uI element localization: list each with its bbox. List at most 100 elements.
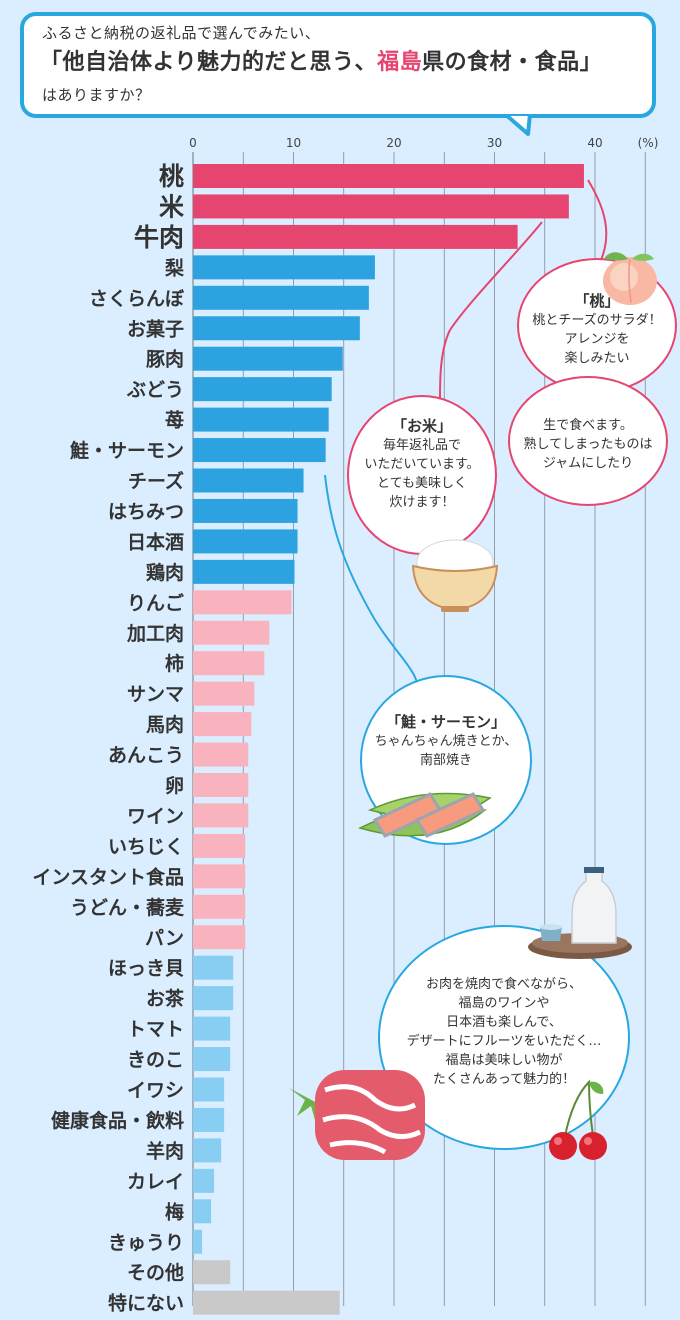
meat-illustration: [289, 1070, 425, 1160]
category-label: 梨: [164, 256, 185, 279]
bar: [193, 255, 375, 280]
category-label: りんご: [127, 591, 184, 614]
bar: [193, 712, 252, 737]
bar: [193, 1107, 225, 1132]
x-tick-label: 40: [587, 136, 602, 150]
salmon-illustration: [357, 792, 492, 838]
comment-sake: 「鮭・サーモン」 ちゃんちゃん焼きとか、 南部焼き: [360, 675, 532, 845]
category-label: カレイ: [127, 1171, 184, 1193]
category-label: 鶏肉: [146, 561, 184, 584]
category-label: チーズ: [128, 470, 184, 493]
comment-sake-title: 「鮭・サーモン」: [385, 713, 506, 731]
category-label: ワイン: [127, 805, 184, 827]
category-label: ぶどう: [126, 379, 184, 401]
comment-momo-2: 生で食べます。 熟してしまったものは ジャムにしたり: [508, 376, 668, 506]
comment-overall-line-6: たくさんあって魅力的！: [432, 1072, 576, 1087]
category-label: インスタント食品: [32, 865, 184, 888]
cherry-illustration: [549, 1079, 607, 1160]
bar: [193, 1016, 231, 1041]
category-label: お茶: [146, 987, 185, 1010]
comment-momo-line-1: 桃とチーズのサラダ！: [532, 313, 662, 328]
bar: [193, 1260, 231, 1285]
category-label: イワシ: [127, 1080, 184, 1102]
bar: [193, 1229, 203, 1254]
bar: [193, 773, 249, 797]
bar: [193, 742, 249, 767]
unit-label: (%): [638, 136, 659, 150]
category-label: ほっき貝: [108, 958, 184, 980]
bar: [193, 164, 584, 188]
bar: [193, 955, 234, 980]
bar: [193, 285, 369, 310]
question-line-2: 「他自治体より魅力的だと思う、福島県の食材・食品」: [40, 44, 602, 76]
comment-okome: 「お米」 毎年返礼品で いただいています。 とても美味しく 炊けます！: [347, 395, 497, 555]
bar: [193, 864, 246, 889]
bar: [193, 559, 295, 584]
category-label: パン: [145, 927, 184, 949]
bar: [193, 346, 343, 371]
category-label: 柿: [165, 652, 184, 675]
comment-momo-line-2: アレンジを: [564, 332, 630, 347]
category-label: いちじく: [108, 836, 184, 858]
category-label: きのこ: [127, 1049, 184, 1071]
bar: [193, 1077, 225, 1102]
category-label: きゅうり: [108, 1232, 184, 1254]
category-label: 桃: [159, 162, 184, 191]
bar: [193, 1047, 231, 1072]
category-label: 豚肉: [146, 348, 184, 371]
bar: [193, 833, 246, 858]
category-label: 馬肉: [146, 713, 184, 736]
bar: [193, 498, 298, 523]
rice-bowl-illustration: [411, 539, 499, 612]
question-pre: 「他自治体より魅力的だと思う、: [40, 50, 378, 75]
bar: [193, 316, 360, 341]
bar: [193, 529, 298, 554]
comment-overall-line-1: お肉を焼肉で食べながら、: [425, 977, 582, 992]
category-label: 鮭・サーモン: [69, 439, 184, 462]
category-label: 牛肉: [134, 223, 184, 252]
category-label: その他: [127, 1261, 184, 1284]
comment-overall-line-3: 日本酒も楽しんで、: [446, 1015, 562, 1030]
bar: [193, 407, 329, 432]
category-label: 羊肉: [146, 1139, 184, 1162]
question-post: 県の食材・食品」: [422, 50, 603, 75]
comment-okome-line-4: 炊けます！: [389, 495, 455, 510]
question-bubble: [20, 12, 656, 118]
category-label: あんこう: [108, 745, 184, 767]
category-label: トマト: [127, 1019, 184, 1041]
comment-momo-line-3: 楽しみたい: [564, 351, 630, 366]
category-label: 加工肉: [126, 622, 184, 645]
comment-momo2-line-2: 熟してしまったものは: [523, 437, 653, 452]
comment-overall-line-5: 福島は美味しい物が: [445, 1053, 563, 1068]
bar: [193, 1138, 222, 1163]
bar: [193, 438, 326, 463]
comment-sake-line-2: 南部焼き: [419, 753, 472, 768]
category-label: 米: [159, 192, 185, 221]
question-line-3: はありますか？: [42, 86, 151, 104]
comment-overall-line-4: デザートにフルーツをいただく…: [406, 1034, 602, 1049]
comment-momo2-line-3: ジャムにしたり: [542, 456, 634, 471]
bar: [193, 377, 332, 402]
comment-okome-line-1: 毎年返礼品で: [382, 438, 461, 453]
bar: [193, 894, 246, 919]
x-tick-label: 30: [487, 136, 502, 150]
category-label: サンマ: [127, 684, 184, 706]
category-label: 特にない: [108, 1293, 184, 1315]
comment-okome-line-2: いただいています。: [364, 457, 480, 472]
category-label: 卵: [165, 774, 184, 797]
bar: [193, 986, 234, 1011]
category-label: 日本酒: [127, 530, 184, 553]
category-label: 梅: [165, 1200, 184, 1223]
bar: [193, 1168, 215, 1193]
speech-tail: [503, 106, 533, 136]
bar: [193, 681, 255, 706]
question-line-1: ふるさと納税の返礼品で選んでみたい、: [42, 24, 321, 42]
bar: [193, 620, 270, 645]
comment-sake-line-1: ちゃんちゃん焼きとか、: [374, 734, 518, 749]
comment-okome-title: 「お米」: [391, 417, 452, 435]
comment-momo2-line-1: 生で食べます。: [543, 418, 633, 433]
bar: [193, 1290, 340, 1315]
category-label: 健康食品・飲料: [51, 1109, 184, 1132]
